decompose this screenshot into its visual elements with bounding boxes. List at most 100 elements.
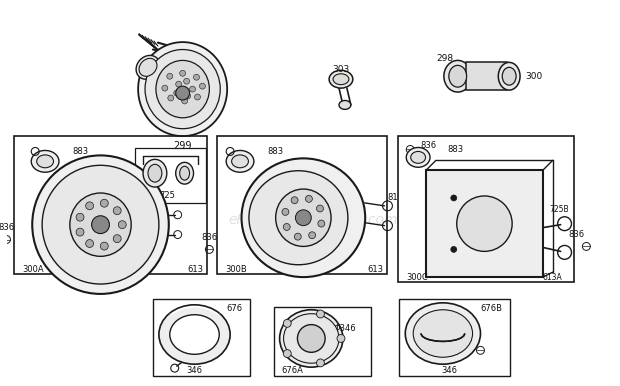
Circle shape <box>118 221 126 229</box>
Bar <box>135 149 206 203</box>
Circle shape <box>162 85 168 91</box>
Text: 303: 303 <box>332 65 350 74</box>
Circle shape <box>86 202 94 210</box>
Ellipse shape <box>498 63 520 90</box>
Text: 883: 883 <box>268 147 284 156</box>
Circle shape <box>76 228 84 236</box>
Circle shape <box>451 195 457 201</box>
Bar <box>273 307 371 376</box>
Ellipse shape <box>406 147 430 167</box>
Ellipse shape <box>175 163 193 184</box>
Circle shape <box>296 210 311 226</box>
Text: 676A: 676A <box>281 366 303 375</box>
Text: 836: 836 <box>0 223 15 232</box>
Circle shape <box>113 207 121 215</box>
Text: 613: 613 <box>368 265 384 274</box>
Text: 725: 725 <box>159 191 175 200</box>
Circle shape <box>283 350 291 357</box>
Ellipse shape <box>249 171 348 265</box>
Text: 836: 836 <box>202 233 218 242</box>
Circle shape <box>283 223 290 230</box>
Ellipse shape <box>180 166 190 180</box>
Circle shape <box>167 73 173 79</box>
Circle shape <box>86 240 94 247</box>
Circle shape <box>76 213 84 221</box>
Text: 725B: 725B <box>549 205 569 214</box>
Ellipse shape <box>31 151 59 172</box>
Text: 300B: 300B <box>225 265 247 274</box>
Ellipse shape <box>139 58 157 76</box>
Ellipse shape <box>32 156 169 294</box>
Circle shape <box>291 197 298 204</box>
Circle shape <box>337 335 345 342</box>
Circle shape <box>318 220 325 227</box>
Ellipse shape <box>70 193 131 256</box>
Ellipse shape <box>502 67 516 85</box>
Circle shape <box>193 74 200 80</box>
Bar <box>399 299 510 376</box>
Circle shape <box>294 233 301 240</box>
Bar <box>426 170 543 277</box>
Circle shape <box>298 325 325 352</box>
Ellipse shape <box>339 100 351 109</box>
Bar <box>14 135 207 274</box>
Circle shape <box>190 86 195 92</box>
Text: 836: 836 <box>569 230 585 239</box>
Text: eReplacementParts.com: eReplacementParts.com <box>229 213 398 227</box>
Circle shape <box>185 93 190 99</box>
Circle shape <box>451 246 457 252</box>
Ellipse shape <box>283 314 339 363</box>
Circle shape <box>100 199 108 207</box>
Circle shape <box>184 78 190 84</box>
Ellipse shape <box>276 189 331 246</box>
Circle shape <box>282 208 289 215</box>
Text: Φ346: Φ346 <box>334 324 356 333</box>
Ellipse shape <box>280 310 343 367</box>
Text: 298: 298 <box>436 54 453 63</box>
Circle shape <box>174 90 180 96</box>
Ellipse shape <box>143 159 167 187</box>
Ellipse shape <box>170 315 219 354</box>
Circle shape <box>317 205 324 212</box>
Bar <box>399 135 575 282</box>
Circle shape <box>316 359 324 367</box>
Circle shape <box>100 242 108 250</box>
Circle shape <box>200 83 205 89</box>
Text: 300: 300 <box>525 72 542 81</box>
Circle shape <box>309 232 316 239</box>
Text: 676B: 676B <box>480 304 502 313</box>
Text: 300A: 300A <box>22 265 44 274</box>
Ellipse shape <box>232 155 249 168</box>
Ellipse shape <box>242 158 365 277</box>
Circle shape <box>113 235 121 243</box>
Circle shape <box>175 81 182 87</box>
Ellipse shape <box>226 151 254 172</box>
Circle shape <box>182 98 188 104</box>
Circle shape <box>195 94 200 100</box>
Text: 883: 883 <box>448 145 464 154</box>
Ellipse shape <box>136 56 160 79</box>
Circle shape <box>306 195 312 202</box>
Text: 300C: 300C <box>406 273 428 282</box>
Ellipse shape <box>145 49 220 129</box>
Circle shape <box>92 216 109 234</box>
Text: 299: 299 <box>174 142 192 151</box>
Ellipse shape <box>444 60 472 92</box>
Text: 613A: 613A <box>543 273 562 282</box>
Ellipse shape <box>138 42 227 136</box>
Ellipse shape <box>42 165 159 284</box>
Text: 613: 613 <box>187 265 203 274</box>
Ellipse shape <box>413 310 472 357</box>
Ellipse shape <box>148 164 162 182</box>
Ellipse shape <box>156 60 210 118</box>
Ellipse shape <box>405 303 480 364</box>
Ellipse shape <box>410 151 425 163</box>
Text: 346: 346 <box>441 366 457 375</box>
Circle shape <box>175 86 190 100</box>
Circle shape <box>457 196 512 251</box>
Circle shape <box>283 319 291 327</box>
Text: 81: 81 <box>387 193 397 202</box>
Bar <box>217 135 388 274</box>
Text: 836: 836 <box>420 141 436 150</box>
Text: 883: 883 <box>73 147 89 156</box>
